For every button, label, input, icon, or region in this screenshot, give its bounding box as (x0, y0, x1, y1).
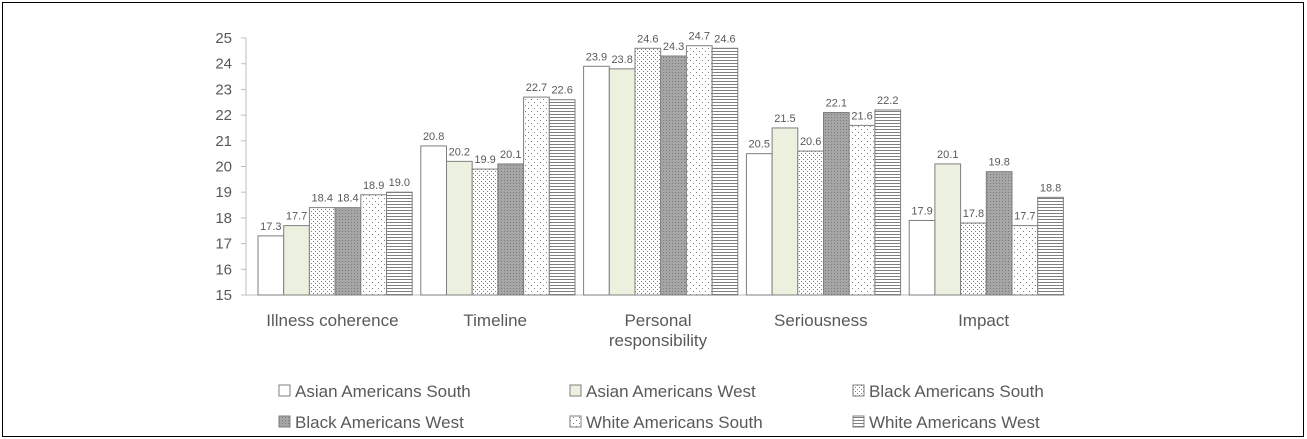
bar (660, 55, 687, 296)
legend-label: Asian Americans South (295, 382, 471, 401)
data-label: 22.2 (877, 95, 898, 107)
data-label: 20.8 (423, 131, 444, 143)
bars-group (257, 45, 1064, 296)
data-label: 20.1 (500, 149, 521, 161)
data-label: 19.9 (474, 154, 495, 166)
y-tick-label: 23 (215, 81, 232, 98)
legend-label: Black Americans South (869, 382, 1044, 401)
y-tick-label: 16 (215, 261, 232, 278)
legend-label: White Americans West (869, 413, 1040, 432)
data-label: 20.5 (749, 139, 770, 151)
bar (471, 168, 499, 296)
y-tick-label: 19 (215, 184, 232, 201)
data-labels-group: 17.3 17.7 18.4 18.4 18.9 19.0 20.8 20.2 19.9 20.1… (260, 31, 1061, 233)
data-label: 24.6 (714, 33, 735, 45)
bar (420, 145, 447, 296)
bar (874, 109, 902, 296)
bar (934, 163, 962, 296)
y-tick-label: 22 (215, 107, 232, 124)
data-label: 21.6 (851, 110, 872, 122)
legend: Asian Americans South Asian Americans Wes… (278, 382, 1044, 432)
data-label: 18.4 (312, 193, 333, 205)
data-label: 17.7 (1014, 211, 1035, 223)
bar (523, 96, 550, 296)
data-label: 18.4 (337, 193, 358, 205)
bar (634, 47, 662, 296)
legend-label: White Americans South (586, 413, 763, 432)
y-tick-label: 18 (215, 210, 232, 227)
y-tick-label: 24 (215, 56, 232, 73)
data-label: 19.8 (988, 157, 1009, 169)
data-label: 24.3 (663, 41, 684, 53)
bar (360, 194, 387, 296)
bar (1037, 196, 1064, 296)
y-tick-label: 17 (215, 236, 232, 253)
data-label: 24.6 (637, 33, 658, 45)
bar (960, 222, 987, 296)
data-label: 17.8 (963, 208, 984, 220)
data-label: 20.6 (800, 136, 821, 148)
data-label: 22.6 (551, 85, 572, 97)
bar (985, 171, 1013, 296)
data-label: 21.5 (774, 113, 795, 125)
bar (446, 160, 473, 296)
bar (308, 207, 336, 296)
y-tick-label: 20 (215, 159, 232, 176)
category-label: Illness coherence (266, 311, 398, 330)
category-label: responsibility (609, 331, 708, 350)
data-label: 17.3 (260, 221, 281, 233)
data-label: 23.9 (586, 51, 607, 63)
bar (797, 150, 824, 296)
legend-label: Black Americans West (295, 413, 464, 432)
data-label: 19.0 (389, 177, 410, 189)
legend-swatch (852, 384, 865, 397)
legend-swatch (278, 384, 291, 397)
bar (386, 191, 413, 296)
data-label: 23.8 (611, 54, 632, 66)
legend-swatch (569, 415, 582, 428)
bar (823, 112, 850, 296)
category-label: Impact (958, 311, 1009, 330)
bar (257, 235, 285, 296)
data-label: 20.2 (449, 146, 470, 158)
bar (771, 127, 799, 296)
y-tick-label: 21 (215, 133, 232, 150)
category-labels-group: Illness coherence Timeline Personalrespons… (266, 311, 1009, 350)
bar (745, 153, 773, 296)
category-label: Seriousness (774, 311, 868, 330)
bar (583, 65, 610, 296)
data-label: 18.8 (1040, 182, 1061, 194)
data-label: 24.7 (689, 31, 710, 43)
data-label: 18.9 (363, 180, 384, 192)
data-label: 22.1 (826, 98, 847, 110)
category-label: Personal (624, 311, 691, 330)
legend-swatch (569, 384, 582, 397)
bar (497, 163, 525, 296)
bar (334, 207, 362, 296)
data-label: 17.9 (911, 205, 932, 217)
data-label: 20.1 (937, 149, 958, 161)
bar (908, 219, 936, 296)
legend-swatch (852, 415, 865, 428)
data-label: 22.7 (526, 82, 547, 94)
legend-swatch (278, 415, 291, 428)
bar (685, 45, 713, 296)
legend-label: Asian Americans West (586, 382, 756, 401)
bar (548, 99, 576, 296)
bar (1011, 225, 1039, 296)
bar (848, 124, 876, 296)
data-label: 17.7 (286, 211, 307, 223)
y-tick-label: 25 (215, 30, 232, 47)
category-label: Timeline (463, 311, 527, 330)
bar (711, 47, 739, 296)
y-tick-label: 15 (215, 287, 232, 304)
bar (283, 225, 310, 296)
bar (608, 68, 636, 296)
